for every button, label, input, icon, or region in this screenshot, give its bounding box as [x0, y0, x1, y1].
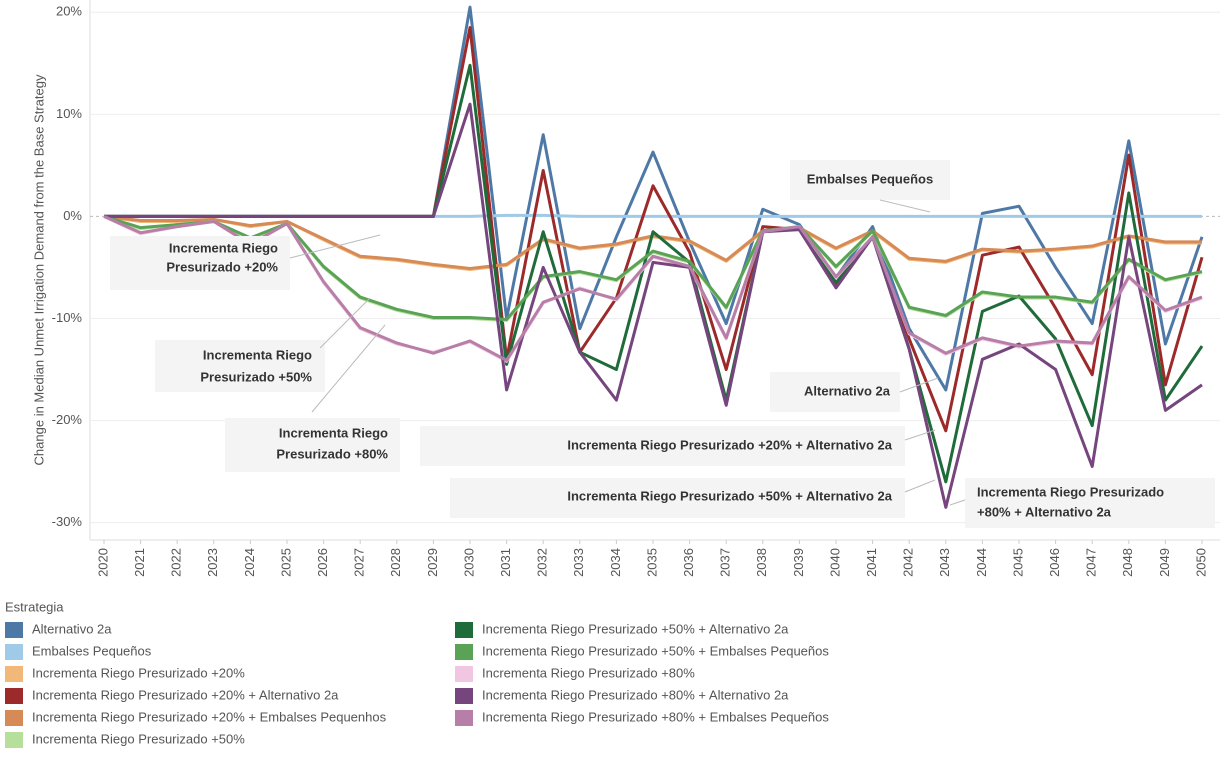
legend-swatch [5, 666, 23, 682]
legend-swatch [5, 688, 23, 704]
y-tick-label: -10% [52, 310, 83, 325]
x-tick-label: 2024 [242, 548, 257, 577]
annotation-box [420, 426, 905, 466]
y-tick-label: 20% [56, 4, 82, 19]
x-tick-label: 2034 [608, 548, 623, 577]
legend-swatch [5, 710, 23, 726]
x-tick-label: 2037 [718, 548, 733, 577]
annotation: Incrementa Riego Presurizado +20% + Alte… [567, 437, 892, 452]
series-line [104, 5, 1204, 392]
legend-label: Incrementa Riego Presurizado +20% + Alte… [32, 687, 339, 702]
legend-label: Embalses Pequeños [32, 643, 152, 658]
annotation: Incrementa Riego [203, 347, 312, 362]
annotation-box [155, 340, 325, 392]
x-tick-label: 2045 [1010, 548, 1025, 577]
legend-title: Estrategia [5, 599, 64, 614]
y-tick-label: 0% [63, 208, 82, 223]
legend-label: Incrementa Riego Presurizado +20% [32, 665, 245, 680]
legend-swatch [5, 622, 23, 638]
annotation-box [790, 160, 950, 200]
annotation-leader [904, 479, 936, 493]
legend-swatch [455, 688, 473, 704]
annotation-leader [879, 199, 931, 213]
annotation: +80% + Alternativo 2a [977, 504, 1112, 519]
legend-label: Incrementa Riego Presurizado +80% + Alte… [482, 687, 789, 702]
x-tick-label: 2040 [827, 548, 842, 577]
legend-swatch [5, 732, 23, 748]
x-tick-label: 2030 [461, 548, 476, 577]
annotation-leader [899, 377, 939, 393]
x-tick-label: 2020 [95, 548, 110, 577]
x-tick-label: 2050 [1193, 548, 1208, 577]
x-tick-label: 2032 [535, 548, 550, 577]
annotation-leader [311, 324, 386, 413]
legend-swatch [455, 710, 473, 726]
y-tick-label: -20% [52, 412, 83, 427]
annotation: Incrementa Riego [279, 425, 388, 440]
legend-swatch [455, 666, 473, 682]
legend-label: Incrementa Riego Presurizado +80% [482, 665, 695, 680]
x-tick-label: 2035 [644, 548, 659, 577]
x-tick-label: 2029 [425, 548, 440, 577]
annotation-leader [904, 429, 936, 441]
annotation-box [965, 478, 1215, 528]
annotation-box [770, 372, 900, 412]
annotation-box [225, 418, 400, 472]
annotation: Presurizado +50% [200, 369, 312, 384]
x-tick-label: 2028 [388, 548, 403, 577]
x-tick-label: 2041 [864, 548, 879, 577]
x-tick-label: 2022 [169, 548, 184, 577]
x-tick-label: 2046 [1047, 548, 1062, 577]
x-tick-label: 2021 [132, 548, 147, 577]
legend-label: Incrementa Riego Presurizado +50% + Emba… [482, 643, 829, 658]
series-line [103, 215, 1203, 362]
x-tick-label: 2033 [571, 548, 586, 577]
x-tick-label: 2031 [498, 548, 513, 577]
x-tick-label: 2047 [1084, 548, 1099, 577]
series-line [104, 102, 1203, 509]
x-tick-label: 2025 [278, 548, 293, 577]
annotation-leader [319, 297, 371, 349]
legend-label: Alternativo 2a [32, 621, 112, 636]
annotation: Incrementa Riego Presurizado +50% + Alte… [567, 488, 892, 503]
annotation: Incrementa Riego [169, 240, 278, 255]
x-tick-label: 2027 [352, 548, 367, 577]
annotation: Alternativo 2a [804, 383, 891, 398]
annotation-box [450, 478, 905, 518]
x-tick-label: 2044 [974, 548, 989, 577]
x-tick-label: 2036 [681, 548, 696, 577]
x-tick-label: 2038 [754, 548, 769, 577]
annotation-leader [949, 499, 966, 506]
y-tick-label: -30% [52, 514, 83, 529]
x-tick-label: 2042 [901, 548, 916, 577]
legend-label: Incrementa Riego Presurizado +50% [32, 731, 245, 746]
x-tick-label: 2026 [315, 548, 330, 577]
x-tick-label: 2049 [1157, 548, 1172, 577]
annotation: Embalses Pequeños [807, 171, 933, 186]
legend-swatch [455, 644, 473, 660]
legend-label: Incrementa Riego Presurizado +80% + Emba… [482, 709, 829, 724]
x-tick-label: 2048 [1120, 548, 1135, 577]
legend-label: Incrementa Riego Presurizado +50% + Alte… [482, 621, 789, 636]
legend-swatch [455, 622, 473, 638]
annotation-leader [289, 234, 381, 259]
x-tick-label: 2043 [937, 548, 952, 577]
x-tick-label: 2023 [205, 548, 220, 577]
x-tick-label: 2039 [791, 548, 806, 577]
legend-swatch [5, 644, 23, 660]
y-axis-label: Change in Median Unmet Irrigation Demand… [31, 74, 46, 465]
y-tick-label: 10% [56, 106, 82, 121]
annotation: Incrementa Riego Presurizado [977, 484, 1164, 499]
legend-label: Incrementa Riego Presurizado +20% + Emba… [32, 709, 387, 724]
annotation: Presurizado +80% [276, 446, 388, 461]
annotation-box [110, 236, 290, 290]
annotation: Presurizado +20% [166, 259, 278, 274]
